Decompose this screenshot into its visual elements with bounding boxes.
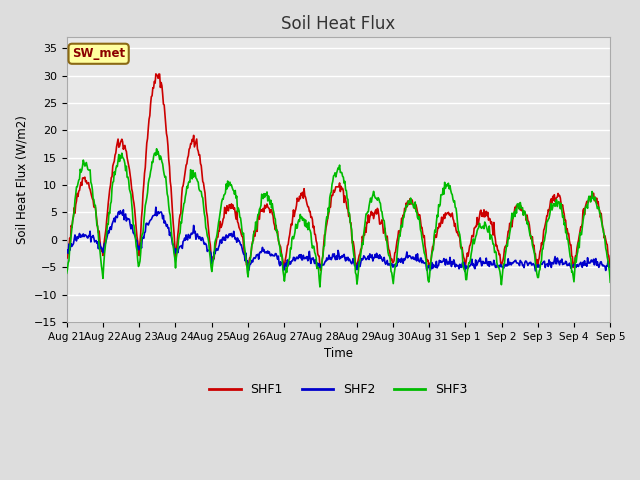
Title: Soil Heat Flux: Soil Heat Flux <box>282 15 396 33</box>
X-axis label: Time: Time <box>324 347 353 360</box>
Y-axis label: Soil Heat Flux (W/m2): Soil Heat Flux (W/m2) <box>15 115 28 244</box>
Legend: SHF1, SHF2, SHF3: SHF1, SHF2, SHF3 <box>204 378 472 401</box>
Text: SW_met: SW_met <box>72 47 125 60</box>
